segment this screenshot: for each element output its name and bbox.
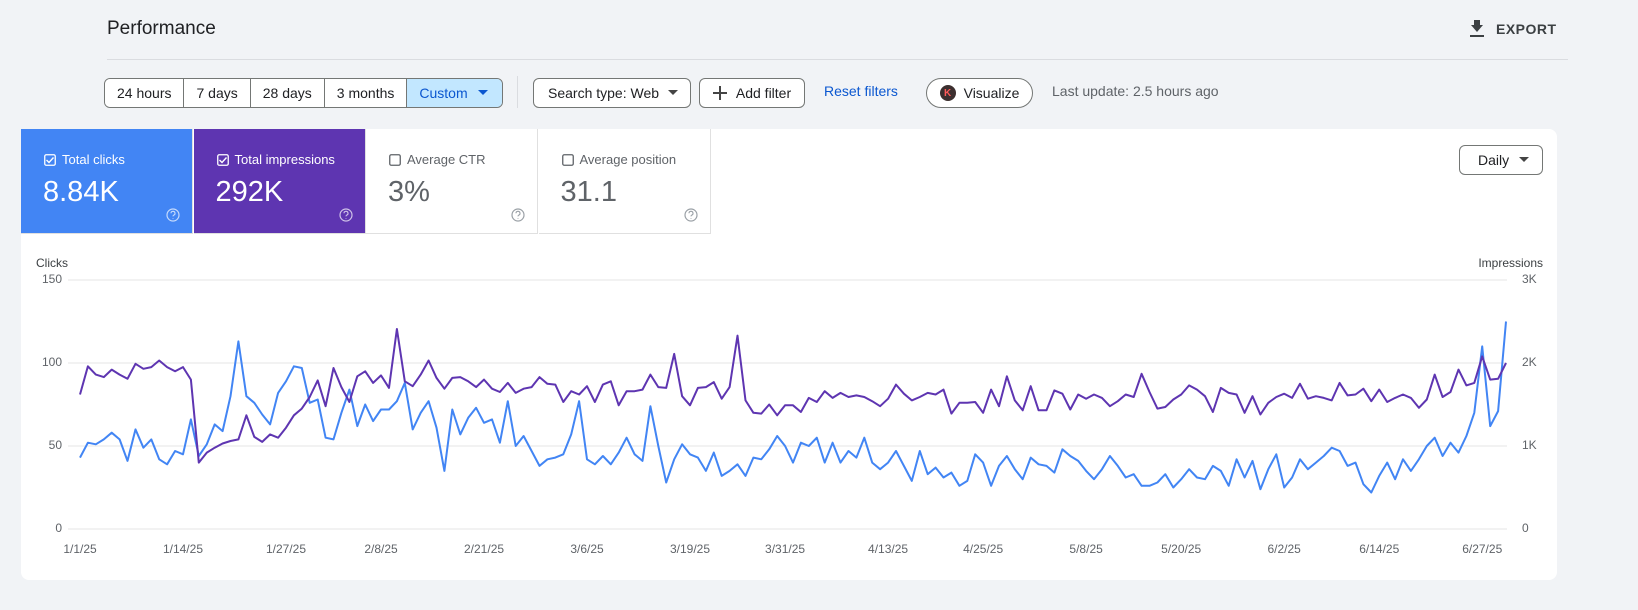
help-circle <box>166 208 180 222</box>
x-tick-label: 5/20/25 <box>1161 542 1201 556</box>
help-mark <box>515 210 521 219</box>
search-type-button[interactable]: Search type: Web <box>533 78 691 108</box>
metric-value: 292K <box>215 176 284 208</box>
help-icon <box>166 208 180 222</box>
granularity-label: Daily <box>1478 152 1510 168</box>
y2-tick-label: 0 <box>1522 521 1529 535</box>
separator <box>517 76 518 108</box>
y-axis-title: Clicks <box>36 256 68 270</box>
search-type-label: Search type: Web <box>548 85 660 101</box>
checkbox <box>216 154 229 166</box>
y2-tick-label: 3K <box>1522 272 1537 286</box>
checkbox <box>44 154 56 166</box>
plus-icon <box>712 86 727 100</box>
help-circle <box>511 208 525 222</box>
x-tick-label: 3/31/25 <box>765 542 805 556</box>
metric-tile[interactable]: Average CTR 3% <box>366 129 538 234</box>
page-title: Performance <box>107 18 216 39</box>
range-group: 24 hours 7 days 28 days 3 months Custom <box>104 78 503 108</box>
help-mark <box>687 210 694 219</box>
checkbox-box <box>44 154 56 166</box>
visualize-button[interactable]: K Visualize <box>926 78 1033 108</box>
x-tick-label: 1/14/25 <box>163 542 203 556</box>
export-button[interactable]: EXPORT <box>1496 21 1557 37</box>
range-button[interactable]: Custom <box>406 79 502 107</box>
metric-label: Total clicks <box>62 152 125 167</box>
metric-tile[interactable]: Total clicks 8.84K <box>21 129 193 234</box>
y-tick-label: 100 <box>42 355 62 369</box>
checkmark <box>218 157 227 164</box>
dropdown-arrow <box>477 90 488 95</box>
x-tick-label: 1/27/25 <box>266 542 306 556</box>
last-update: Last update: 2.5 hours ago <box>1052 83 1219 99</box>
x-tick-label: 6/27/25 <box>1462 542 1502 556</box>
granularity-button[interactable]: Daily <box>1459 145 1543 175</box>
checkmark <box>46 157 55 164</box>
x-tick-label: 3/6/25 <box>570 542 604 556</box>
range-button[interactable]: 24 hours <box>105 79 184 107</box>
add-filter-button[interactable]: Add filter <box>699 78 805 108</box>
x-tick-label: 1/1/25 <box>63 542 97 556</box>
help-icon <box>338 208 353 222</box>
range-button[interactable]: 28 days <box>249 79 324 107</box>
metric-value: 3% <box>388 176 430 208</box>
metric-label: Total impressions <box>234 152 335 167</box>
visualize-icon: K <box>939 85 956 101</box>
x-tick-label: 3/19/25 <box>670 542 710 556</box>
x-tick-label: 4/25/25 <box>963 542 1003 556</box>
dropdown-arrow <box>668 90 678 95</box>
x-tick-label: 6/14/25 <box>1359 542 1399 556</box>
help-mark <box>170 210 176 219</box>
x-tick-label: 2/21/25 <box>464 542 504 556</box>
metric-label: Average position <box>579 152 677 167</box>
checkbox-box <box>216 154 229 166</box>
y-tick-label: 150 <box>42 272 62 286</box>
help-circle <box>338 208 353 222</box>
series-line <box>79 321 1507 494</box>
checkbox-box <box>561 154 574 166</box>
y-tick-label: 0 <box>55 521 62 535</box>
series-line <box>79 328 1507 464</box>
reset-filters[interactable]: Reset filters <box>824 83 898 99</box>
help-circle <box>683 208 698 222</box>
y2-tick-label: 2K <box>1522 355 1537 369</box>
add-filter-label: Add filter <box>735 85 792 101</box>
help-icon <box>511 208 525 222</box>
metric-value: 8.84K <box>43 176 119 208</box>
export-icon[interactable] <box>1467 19 1487 39</box>
checkbox <box>561 154 574 166</box>
x-tick-label: 5/8/25 <box>1069 542 1103 556</box>
arrow <box>477 90 488 95</box>
y2-axis-title: Impressions <box>1478 256 1543 270</box>
x-tick-label: 2/8/25 <box>364 542 398 556</box>
metric-tile[interactable]: Total impressions 292K <box>193 129 366 234</box>
help-icon <box>683 208 698 222</box>
metric-tile[interactable]: Average position 31.1 <box>538 129 711 234</box>
visualize-label: Visualize <box>963 85 1020 101</box>
checkbox-box <box>389 154 401 166</box>
y2-tick-label: 1K <box>1522 438 1537 452</box>
range-button[interactable]: 7 days <box>183 79 250 107</box>
metric-label: Average CTR <box>407 152 486 167</box>
range-button[interactable]: 3 months <box>323 79 407 107</box>
checkbox <box>389 154 401 166</box>
y-tick-label: 50 <box>49 438 63 452</box>
dropdown-arrow <box>1519 157 1529 162</box>
help-mark <box>342 210 349 219</box>
metric-value: 31.1 <box>560 176 617 208</box>
x-tick-label: 6/2/25 <box>1267 542 1301 556</box>
divider <box>107 59 1568 60</box>
x-tick-label: 4/13/25 <box>868 542 908 556</box>
